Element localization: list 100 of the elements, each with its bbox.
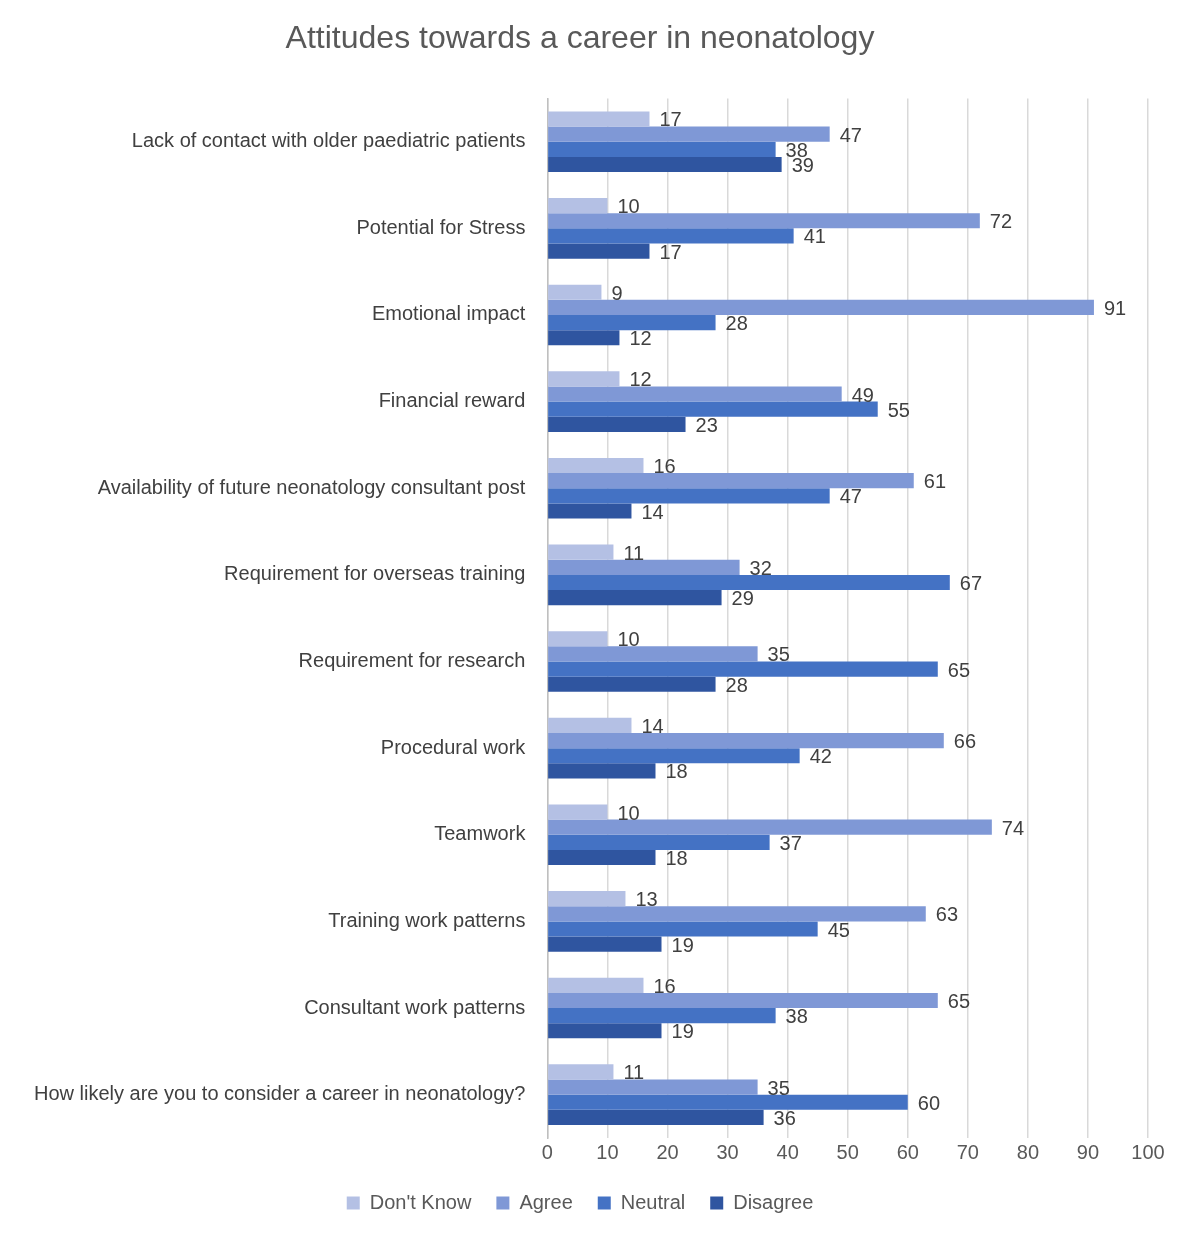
x-tick-label: 100 (1131, 1140, 1165, 1163)
data-label: 28 (725, 312, 748, 335)
bar (548, 1008, 776, 1024)
data-label: 91 (1103, 296, 1127, 319)
data-label: 10 (617, 195, 640, 218)
x-tick-label: 0 (541, 1140, 553, 1163)
data-label: 18 (665, 847, 688, 870)
bar (548, 284, 602, 300)
y-tick-label: Teamwork (434, 822, 527, 845)
bar (548, 1023, 662, 1039)
data-label: 9 (611, 281, 623, 304)
y-tick-label: Lack of contact with older paediatric patients (131, 129, 526, 152)
data-label: 11 (623, 1061, 645, 1084)
data-label: 67 (959, 571, 983, 594)
bar (548, 473, 914, 489)
bar (548, 646, 758, 662)
data-label: 74 (1001, 816, 1025, 839)
data-label: 45 (827, 918, 850, 941)
x-tick-label: 10 (596, 1140, 619, 1163)
bar (548, 977, 644, 993)
x-tick-label: 70 (956, 1140, 979, 1163)
bar (548, 763, 656, 779)
data-label: 32 (749, 556, 772, 579)
bar (548, 416, 686, 432)
data-label: 66 (953, 730, 977, 753)
bar (548, 111, 650, 127)
legend-label: Neutral (620, 1190, 686, 1213)
bar (548, 126, 830, 142)
legend-label: Disagree (733, 1190, 814, 1213)
data-label: 18 (665, 760, 688, 783)
bar (548, 457, 644, 474)
bar (548, 371, 620, 387)
data-label: 19 (671, 1020, 694, 1043)
bar (548, 401, 878, 417)
y-tick-label: Requirement for research (298, 649, 526, 672)
y-tick-label: Requirement for overseas training (224, 562, 526, 585)
bar (548, 1109, 764, 1126)
bar (548, 488, 830, 504)
data-label: 17 (659, 108, 682, 131)
data-label: 23 (695, 413, 718, 436)
data-label: 49 (851, 383, 874, 406)
data-label: 65 (947, 658, 971, 681)
y-tick-label: Procedural work (380, 735, 527, 758)
x-tick-label: 40 (776, 1140, 799, 1163)
bar (548, 243, 650, 259)
bar (548, 921, 818, 937)
bar (548, 198, 608, 214)
data-label: 19 (671, 933, 694, 956)
bar (548, 717, 632, 733)
data-label: 14 (641, 500, 664, 523)
bar (548, 330, 620, 346)
legend-label: Agree (519, 1190, 573, 1213)
bar (548, 906, 926, 922)
bar (548, 819, 992, 835)
data-label: 14 (641, 714, 664, 737)
data-label: 47 (839, 485, 862, 508)
x-tick-label: 80 (1016, 1140, 1039, 1163)
data-label: 65 (947, 989, 971, 1012)
data-label: 10 (617, 628, 640, 651)
data-label: 63 (935, 903, 959, 926)
bar (548, 631, 608, 647)
data-label: 61 (923, 470, 947, 493)
data-label: 35 (767, 643, 790, 666)
x-tick-label: 60 (896, 1140, 919, 1163)
data-label: 12 (629, 368, 652, 391)
data-label: 42 (809, 745, 832, 768)
y-tick-label: Emotional impact (371, 302, 526, 325)
y-tick-label: Potential for Stress (356, 215, 526, 238)
bar (548, 661, 938, 677)
y-tick-label: Consultant work patterns (304, 995, 526, 1018)
data-label: 16 (653, 974, 676, 997)
y-tick-label: How likely are you to consider a career in neonatology? (34, 1082, 526, 1105)
data-label: 72 (989, 210, 1013, 233)
y-tick-label: Financial reward (378, 389, 526, 412)
bar (548, 1064, 614, 1080)
data-label: 17 (659, 240, 682, 263)
data-label: 38 (785, 1005, 808, 1028)
bar (548, 141, 776, 157)
bar (548, 936, 662, 952)
bar (548, 156, 782, 173)
data-label: 12 (629, 327, 652, 350)
data-label: 60 (917, 1091, 940, 1114)
data-label: 28 (725, 673, 748, 696)
bar (548, 992, 938, 1009)
legend-label: Don't Know (369, 1190, 472, 1213)
bar (548, 544, 614, 560)
data-label: 35 (767, 1076, 790, 1099)
data-label: 11 (623, 541, 645, 564)
data-label: 10 (617, 801, 640, 824)
x-tick-label: 50 (836, 1140, 859, 1163)
bar (548, 590, 722, 606)
bar (548, 503, 632, 519)
y-tick-label: Availability of future neonatology consultant post (97, 475, 526, 498)
bar (548, 574, 950, 591)
bar (548, 676, 716, 692)
x-tick-label: 30 (716, 1140, 739, 1163)
data-label: 29 (731, 587, 754, 610)
data-label: 41 (803, 225, 826, 248)
bar (548, 748, 800, 764)
bar (548, 228, 794, 244)
